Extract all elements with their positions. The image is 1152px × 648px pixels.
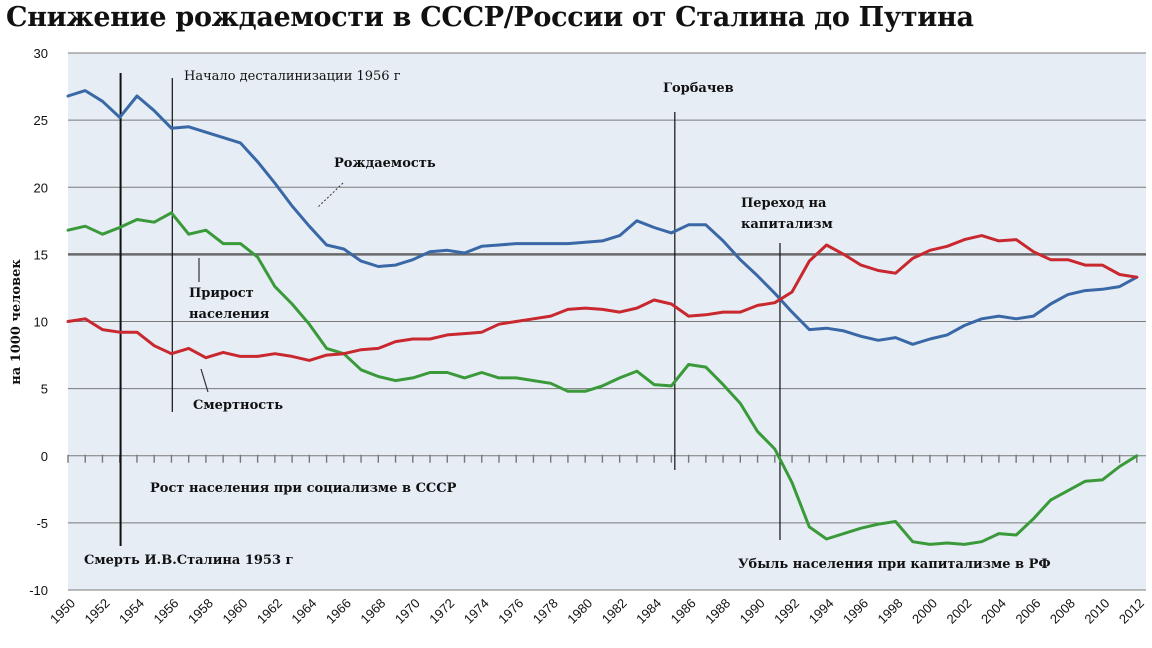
x-tick-label: 2002 (944, 596, 975, 627)
series-line (66, 234, 1139, 362)
x-tick-label: 1988 (702, 596, 733, 627)
x-tick-label: 2008 (1047, 596, 1078, 627)
y-tick-label: 30 (34, 46, 48, 61)
x-tick-label: 1970 (392, 596, 423, 627)
label-population-growth-line2: населения (189, 307, 270, 322)
annotation-gorbachev: Горбачев (663, 81, 734, 96)
annotation-destalinization: Начало десталинизации 1956 г (184, 69, 401, 84)
series-line (66, 89, 1139, 346)
series-lines (66, 89, 1139, 546)
x-tick-label: 1966 (323, 596, 354, 627)
x-tick-label: 2010 (1081, 596, 1112, 627)
x-tick-label: 1984 (633, 596, 664, 627)
label-birth-rate: Рождаемость (334, 156, 436, 171)
y-tick-label: 10 (34, 315, 48, 330)
x-tick-label: 1952 (82, 596, 113, 627)
annotations: Начало десталинизации 1956 г Горбачев Пе… (84, 69, 1051, 572)
x-tick-label: 1994 (806, 596, 837, 627)
gridlines (68, 52, 1146, 591)
x-tick-label: 1992 (771, 596, 802, 627)
x-tick-label: 1982 (599, 596, 630, 627)
y-tick-label: -5 (36, 516, 48, 531)
x-tick-label: 1986 (668, 596, 699, 627)
y-tick-label: 25 (34, 113, 48, 128)
y-tick-label: 15 (34, 247, 48, 262)
x-tick-label: 2004 (978, 596, 1009, 627)
chart-title: Снижение рождаемости в СССР/России от Ст… (6, 2, 974, 33)
x-tick-label: 1980 (564, 596, 595, 627)
x-tick-label: 1974 (461, 596, 492, 627)
y-tick-label: 5 (41, 382, 48, 397)
annotation-growth-ussr: Рост населения при социализме в СССР (150, 481, 457, 496)
annotation-stalin-death: Смерть И.В.Сталина 1953 г (84, 553, 294, 568)
label-population-growth-line1: Прирост (189, 286, 254, 301)
event-lines (119, 73, 781, 546)
x-tick-label: 1956 (150, 596, 181, 627)
y-axis-ticks: 30 25 20 15 10 5 0 -5 -10 (29, 46, 48, 598)
x-tick-label: 1976 (495, 596, 526, 627)
x-tick-label: 2012 (1116, 596, 1147, 627)
x-tick-label: 2006 (1012, 596, 1043, 627)
x-tick-label: 1968 (357, 596, 388, 627)
x-tick-label: 1996 (840, 596, 871, 627)
x-tick-label: 1964 (288, 596, 319, 627)
y-tick-label: 20 (34, 180, 48, 195)
annotation-capitalism-line1: Переход на (741, 196, 827, 211)
label-death-rate: Смертность (193, 398, 283, 413)
series-line (66, 211, 1139, 546)
x-tick-label: 1950 (47, 596, 78, 627)
x-tick-label: 2000 (909, 596, 940, 627)
x-tick-label: 1962 (254, 596, 285, 627)
x-tick-label: 1958 (185, 596, 216, 627)
x-tick-label: 1998 (875, 596, 906, 627)
y-axis-label: на 1000 человек (9, 259, 24, 385)
y-tick-label: 0 (41, 449, 48, 464)
x-tick-label: 1960 (219, 596, 250, 627)
x-tick-label: 1954 (116, 596, 147, 627)
x-tick-label: 1972 (426, 596, 457, 627)
annotation-decline-rf: Убыль населения при капитализме в РФ (738, 557, 1051, 572)
annotation-capitalism-line2: капитализм (741, 217, 833, 232)
y-tick-label: -10 (29, 583, 48, 598)
x-tick-label: 1990 (737, 596, 768, 627)
x-tick-label: 1978 (530, 596, 561, 627)
death-label-pointer (200, 368, 209, 393)
